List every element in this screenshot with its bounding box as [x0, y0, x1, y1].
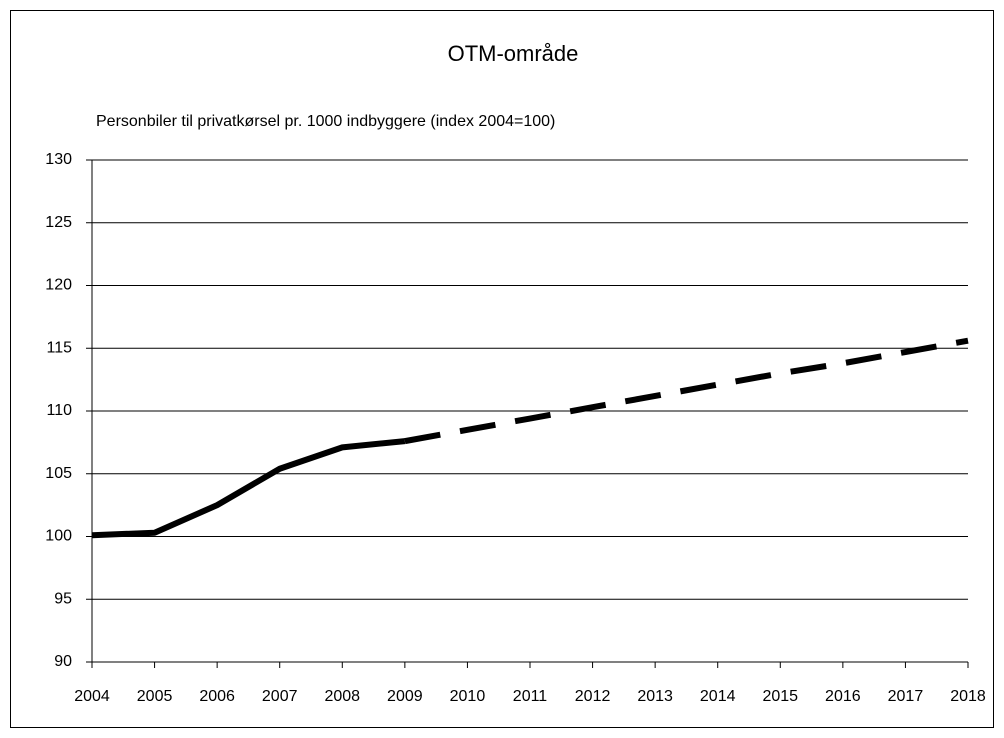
x-tick-label: 2010	[450, 688, 486, 705]
y-tick-label: 130	[45, 151, 72, 168]
chart-border	[10, 10, 994, 728]
x-tick-label: 2014	[700, 688, 736, 705]
x-tick-label: 2015	[762, 688, 798, 705]
y-tick-label: 100	[45, 528, 72, 545]
x-tick-label: 2013	[637, 688, 673, 705]
x-tick-label: 2009	[387, 688, 423, 705]
x-tick-label: 2011	[513, 688, 548, 705]
y-tick-label: 115	[46, 339, 72, 356]
y-tick-label: 120	[45, 277, 72, 294]
chart-title: OTM-område	[448, 41, 579, 66]
y-tick-label: 95	[54, 590, 72, 607]
x-tick-label: 2016	[825, 688, 861, 705]
data-line	[91, 438, 406, 539]
x-tick-label: 2005	[137, 688, 173, 705]
y-tick-label: 110	[46, 402, 72, 419]
x-tick-label: 2018	[950, 688, 986, 705]
x-tick-label: 2006	[199, 688, 235, 705]
y-tick-label: 90	[54, 653, 72, 670]
chart-subtitle: Personbiler til privatkørsel pr. 1000 in…	[96, 113, 555, 130]
x-tick-label: 2004	[74, 688, 110, 705]
x-tick-label: 2008	[324, 688, 360, 705]
x-tick-label: 2012	[575, 688, 611, 705]
x-tick-label: 2007	[262, 688, 298, 705]
y-tick-label: 125	[45, 214, 72, 231]
y-tick-label: 105	[45, 465, 72, 482]
x-tick-label: 2017	[888, 688, 924, 705]
data-line	[404, 337, 969, 445]
